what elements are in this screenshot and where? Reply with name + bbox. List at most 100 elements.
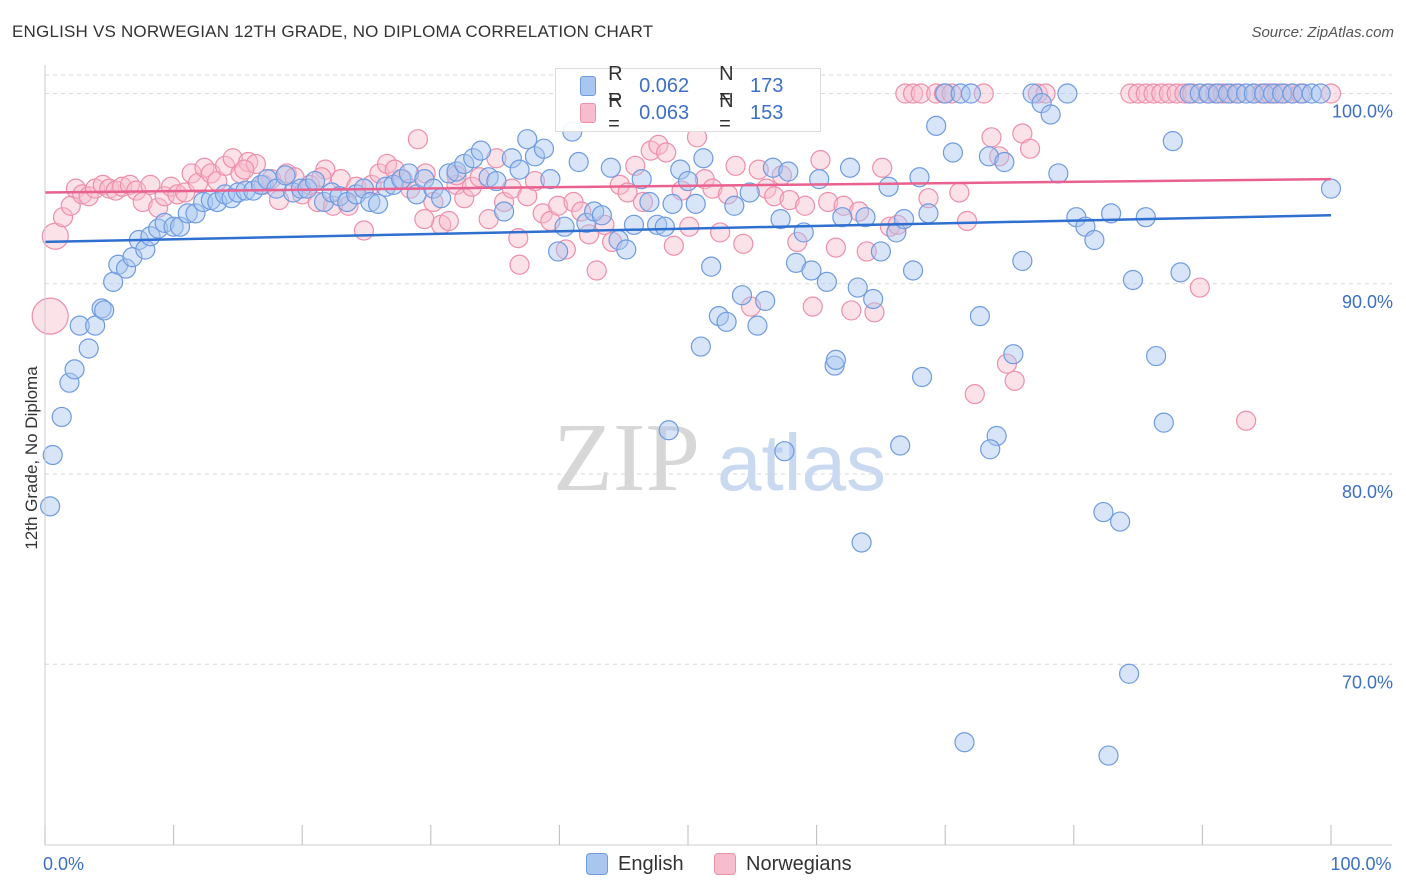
english-point	[774, 441, 795, 462]
english-trend-line	[44, 214, 1332, 244]
english-point	[1093, 501, 1114, 523]
english-point	[832, 207, 853, 228]
stats-legend: R = 0.062 N = 173 R = 0.063 N = 153	[555, 63, 821, 135]
english-point	[275, 165, 296, 186]
source-label: Source: ZipAtlas.com	[1251, 24, 1394, 41]
norwegian-point	[964, 384, 985, 405]
stats-row-english: R = 0.062 N = 173	[580, 63, 820, 108]
norwegian-point	[1151, 83, 1172, 104]
norwegian-point	[981, 127, 1002, 148]
english-point	[1118, 663, 1140, 684]
norwegian-point	[810, 150, 831, 171]
english-point	[51, 406, 72, 428]
english-point	[969, 306, 991, 327]
english-point	[685, 193, 706, 214]
english-point	[670, 159, 691, 180]
y-axis-label: 12th Grade, No Diploma	[22, 366, 41, 550]
x-tick-label: 0.0%	[43, 854, 84, 874]
english-point	[755, 290, 776, 312]
english-point	[731, 285, 753, 306]
english-point	[623, 214, 645, 235]
norwegian-point	[872, 157, 893, 178]
english-point	[94, 300, 115, 321]
y-tick-label: 100.0%	[1332, 102, 1393, 122]
norwegian-point	[895, 83, 916, 104]
english-point	[470, 140, 492, 161]
english-point	[770, 208, 791, 230]
english-point	[430, 188, 452, 209]
norwegian-r-label: R =	[608, 90, 623, 135]
norwegian-point	[663, 235, 684, 256]
english-point	[163, 216, 184, 237]
english-point	[994, 151, 1015, 173]
english-point	[918, 203, 939, 224]
english-point	[701, 256, 722, 277]
norwegian-point	[779, 189, 800, 211]
norwegian-point	[625, 155, 646, 176]
english-point	[1320, 178, 1342, 199]
chart-title: ENGLISH VS NORWEGIAN 12TH GRADE, NO DIPL…	[12, 22, 654, 41]
english-point	[855, 207, 876, 228]
norwegian-n-label: N =	[719, 90, 734, 135]
norwegians-trend-line	[44, 177, 1332, 194]
english-point	[809, 169, 830, 190]
english-point	[839, 157, 861, 178]
english-point	[554, 216, 575, 237]
norwegian-point	[140, 174, 161, 195]
english-point	[40, 496, 61, 517]
norwegian-point	[438, 210, 459, 232]
english-point	[438, 163, 459, 184]
watermark-zip: ZIP	[553, 404, 700, 512]
english-point	[1153, 412, 1174, 433]
norwegian-point	[802, 296, 823, 317]
english-point	[747, 315, 768, 336]
watermark: ZIP atlas	[553, 404, 886, 512]
norwegian-point	[1174, 83, 1195, 104]
english-point	[716, 311, 737, 332]
norwegian-point	[555, 239, 576, 260]
english-point	[193, 191, 214, 213]
english-point	[878, 176, 899, 197]
english-point	[978, 146, 1000, 167]
english-point	[1146, 345, 1167, 367]
english-point	[690, 336, 711, 357]
norwegians-points	[31, 83, 1342, 431]
english-point	[64, 359, 85, 380]
norwegian-point	[1135, 83, 1156, 104]
norwegian-point	[1158, 83, 1180, 104]
norwegian-point	[31, 297, 69, 335]
english-point	[517, 129, 538, 150]
english-point	[890, 435, 911, 456]
norwegian-point	[245, 153, 267, 175]
y-tick-label: 70.0%	[1342, 672, 1393, 692]
english-point	[762, 157, 783, 178]
norwegian-point	[407, 129, 429, 150]
norwegian-point	[414, 208, 435, 230]
norwegian-point	[956, 210, 978, 232]
english-point	[501, 148, 522, 169]
english-point	[59, 372, 80, 393]
legend-english-label: English	[618, 852, 684, 875]
english-point	[616, 239, 637, 260]
watermark-atlas: atlas	[717, 418, 886, 507]
english-point	[677, 170, 699, 192]
norwegian-point	[702, 178, 723, 199]
english-point	[568, 151, 589, 173]
norwegian-point	[1236, 410, 1257, 431]
norwegian-point	[825, 237, 846, 258]
norwegian-point	[119, 174, 140, 195]
english-point	[600, 157, 621, 178]
norwegian-point	[548, 195, 569, 216]
norwegian-point	[234, 159, 255, 180]
norwegian-point	[656, 142, 677, 163]
english-point	[654, 216, 675, 237]
norwegian-point	[1004, 370, 1025, 391]
norwegian-point	[725, 155, 746, 176]
english-point	[1135, 207, 1156, 228]
x-tick-label: 100.0%	[1330, 854, 1391, 874]
norwegian-point	[856, 241, 877, 262]
english-point	[42, 444, 63, 466]
norwegian-n-value: 153	[750, 101, 784, 124]
norwegian-point	[194, 157, 215, 178]
